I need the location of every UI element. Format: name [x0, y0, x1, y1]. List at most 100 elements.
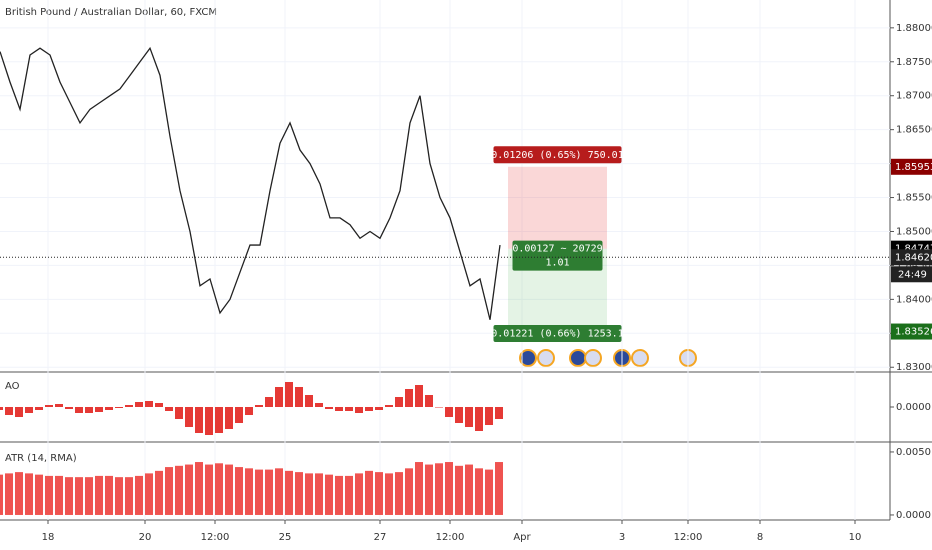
- countdown-box: [891, 266, 932, 283]
- bar: [415, 385, 423, 407]
- bar: [275, 468, 283, 515]
- y-tick-label: 1.84000: [896, 294, 932, 305]
- bar: [325, 407, 333, 409]
- bar: [105, 475, 113, 515]
- bar: [375, 472, 383, 515]
- stop-label: 0.01221 (0.66%) 1253.1: [491, 329, 623, 340]
- bar: [315, 403, 323, 407]
- bar: [205, 464, 213, 515]
- bar: [75, 407, 83, 413]
- bar: [335, 475, 343, 515]
- bar: [95, 407, 103, 412]
- bar: [85, 407, 93, 413]
- bar: [145, 473, 153, 515]
- bar: [245, 468, 253, 515]
- bar: [265, 397, 273, 407]
- x-tick-label: 12:00: [674, 532, 703, 543]
- x-tick-label: 8: [757, 532, 763, 543]
- bar: [455, 465, 463, 515]
- bar: [395, 397, 403, 407]
- x-tick-label: 12:00: [201, 532, 230, 543]
- event-icon: [631, 349, 649, 367]
- bar: [335, 407, 343, 411]
- event-icons: [519, 349, 697, 367]
- bar: [405, 389, 413, 407]
- bar: [425, 395, 433, 407]
- bar: [385, 405, 393, 407]
- bar: [475, 468, 483, 515]
- bar: [215, 407, 223, 433]
- price-label: 1.85953: [895, 162, 932, 173]
- bar: [195, 407, 203, 433]
- bar: [115, 407, 123, 408]
- bar: [15, 407, 23, 417]
- entry-label-2: 1.01: [545, 258, 569, 269]
- bar: [485, 469, 493, 515]
- bar: [5, 473, 13, 515]
- bar: [185, 407, 193, 427]
- bar: [55, 404, 63, 407]
- x-tick-label: 27: [374, 532, 387, 543]
- target-label-box: [493, 146, 622, 164]
- y-tick-label: 1.88000: [896, 23, 932, 34]
- bar: [355, 407, 363, 413]
- price-label: 1.84620: [895, 252, 932, 263]
- bar: [85, 477, 93, 515]
- bar: [325, 474, 333, 515]
- entry-label: 0.00127 ~ 20729: [512, 244, 602, 255]
- bar: [355, 473, 363, 515]
- bar: [195, 462, 203, 515]
- bar: [445, 407, 453, 417]
- bar: [55, 475, 63, 515]
- bar: [295, 472, 303, 515]
- chart-title: British Pound / Australian Dollar, 60, F…: [5, 7, 217, 18]
- price-line: [0, 46, 501, 320]
- y-tick-label: 0.0000: [896, 510, 931, 521]
- price-label-box: [891, 158, 932, 175]
- bar: [45, 475, 53, 515]
- bar: [225, 464, 233, 515]
- bar: [375, 407, 383, 410]
- bar: [305, 395, 313, 407]
- bar: [5, 407, 13, 415]
- bar: [225, 407, 233, 429]
- bar: [345, 475, 353, 515]
- x-tick-label: 3: [619, 532, 625, 543]
- bar: [215, 463, 223, 515]
- x-tick-label: 10: [849, 532, 862, 543]
- y-tick-label: 0.0000: [896, 402, 931, 413]
- y-tick-label: 1.87500: [896, 57, 932, 68]
- bar: [15, 472, 23, 515]
- bar: [35, 474, 43, 515]
- bar: [485, 407, 493, 425]
- entry-box: [512, 240, 603, 271]
- countdown: 24:49: [898, 269, 927, 280]
- target-zone: [508, 166, 607, 249]
- pane-title: ATR (14, RMA): [5, 453, 77, 464]
- bar: [105, 407, 113, 410]
- y-tick-label: 1.85000: [896, 226, 932, 237]
- price-label: 1.83526: [895, 327, 932, 338]
- bar: [275, 387, 283, 407]
- bar: [25, 407, 33, 413]
- target-label: 0.01206 (0.65%) 750.01: [491, 150, 623, 161]
- bar: [65, 477, 73, 515]
- bar: [465, 407, 473, 427]
- bar: [235, 407, 243, 423]
- bar: [65, 407, 73, 409]
- bar: [435, 407, 443, 408]
- grid-layer: [0, 0, 890, 520]
- bar: [435, 463, 443, 515]
- bar: [175, 465, 183, 515]
- bar: [95, 475, 103, 515]
- bar: [185, 464, 193, 515]
- bar: [365, 470, 373, 515]
- bar: [415, 462, 423, 515]
- event-icon: [519, 349, 537, 367]
- bar: [235, 467, 243, 515]
- bar: [315, 473, 323, 515]
- price-label-box: [891, 249, 932, 266]
